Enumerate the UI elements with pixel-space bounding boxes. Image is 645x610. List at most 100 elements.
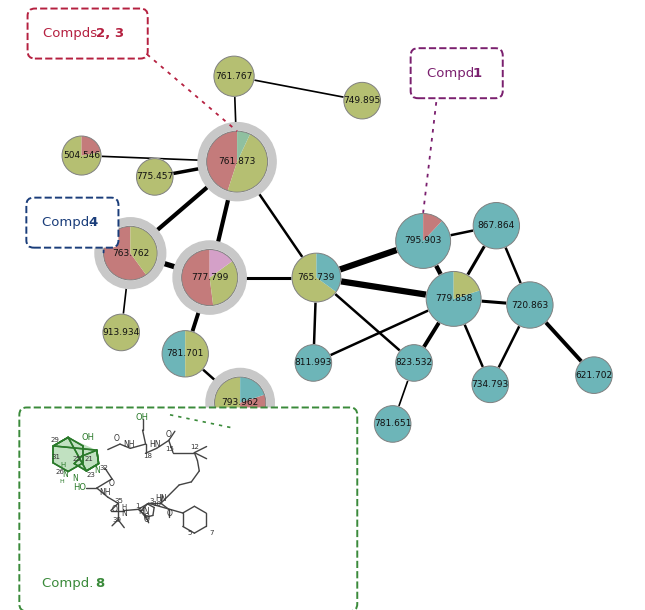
Circle shape [95,218,166,289]
Text: 781.701: 781.701 [166,350,204,358]
Text: N: N [121,509,126,517]
Wedge shape [103,314,139,351]
FancyBboxPatch shape [26,198,119,248]
Circle shape [173,241,246,314]
Circle shape [507,282,553,328]
Text: NH: NH [99,489,110,497]
Wedge shape [292,253,336,302]
Text: 781.651: 781.651 [374,420,412,428]
Wedge shape [103,226,146,280]
Wedge shape [575,357,612,393]
Wedge shape [240,377,264,403]
Text: 777.799: 777.799 [191,273,228,282]
Text: 31: 31 [52,454,61,460]
Wedge shape [395,345,432,381]
Circle shape [344,82,381,119]
Text: 823.532: 823.532 [395,359,433,367]
Text: 15: 15 [165,446,174,452]
Text: 39: 39 [112,517,121,523]
Wedge shape [426,271,481,326]
Text: 21: 21 [84,456,94,462]
Circle shape [162,331,208,377]
Circle shape [473,203,519,249]
Circle shape [198,123,276,201]
Text: 23: 23 [87,472,95,478]
Text: O: O [166,509,172,517]
Text: Compd.: Compd. [426,66,482,80]
Wedge shape [317,253,341,292]
Text: 2, 3: 2, 3 [96,27,124,40]
Text: OH: OH [135,413,148,422]
Text: HN: HN [138,507,150,515]
Circle shape [103,314,139,351]
Wedge shape [228,134,268,192]
Text: N: N [62,470,68,479]
Text: 3: 3 [150,498,154,504]
Text: O: O [112,505,117,514]
Text: Compd.: Compd. [42,216,98,229]
Circle shape [292,253,341,302]
Circle shape [395,345,432,381]
Text: 25: 25 [73,456,82,462]
Circle shape [214,56,254,96]
Text: 734.793: 734.793 [471,380,509,389]
Text: 809.751: 809.751 [283,426,320,434]
Circle shape [206,368,274,437]
Wedge shape [162,331,185,377]
Polygon shape [54,437,99,472]
Wedge shape [344,82,381,119]
Text: HN: HN [150,440,161,449]
Text: 26: 26 [55,469,64,475]
Text: 35: 35 [114,498,123,504]
Text: 621.702: 621.702 [575,371,613,379]
Wedge shape [395,214,451,268]
Text: 1: 1 [473,66,482,80]
Wedge shape [185,331,208,377]
Circle shape [426,271,481,326]
Wedge shape [423,214,442,241]
FancyBboxPatch shape [411,48,502,98]
Circle shape [103,226,157,280]
FancyBboxPatch shape [28,9,148,59]
Wedge shape [130,226,157,275]
Text: 18: 18 [143,453,152,459]
Circle shape [374,406,411,442]
Text: O: O [143,514,149,522]
Wedge shape [283,412,318,448]
Circle shape [182,249,238,306]
Text: O: O [114,434,119,443]
Text: 761.873: 761.873 [219,157,256,166]
Text: O: O [144,515,150,524]
Text: H: H [61,462,66,468]
Circle shape [62,136,101,175]
Text: N: N [73,475,78,483]
Text: 504.546: 504.546 [63,151,100,160]
Text: 795.903: 795.903 [404,237,442,245]
Wedge shape [210,249,232,278]
Text: O: O [166,431,172,439]
Wedge shape [301,412,319,438]
Circle shape [283,412,319,448]
Wedge shape [453,271,480,299]
Text: 765.739: 765.739 [298,273,335,282]
Text: 913.934: 913.934 [103,328,140,337]
Text: 4: 4 [88,216,97,229]
Circle shape [137,159,173,195]
Text: 793.962: 793.962 [221,398,259,407]
Wedge shape [374,406,411,442]
Circle shape [206,131,268,192]
Wedge shape [210,261,238,306]
Circle shape [215,377,266,428]
Wedge shape [237,131,250,162]
Text: 811.993: 811.993 [295,359,332,367]
Text: 8: 8 [95,578,104,590]
Text: H: H [59,479,64,484]
Text: Compds.: Compds. [43,27,106,40]
Text: 12: 12 [190,444,199,450]
Text: 763.762: 763.762 [112,249,149,257]
Text: 10: 10 [153,501,162,508]
Text: O: O [109,479,115,488]
Wedge shape [62,136,101,175]
Text: HN: HN [155,495,167,503]
Wedge shape [295,345,332,381]
